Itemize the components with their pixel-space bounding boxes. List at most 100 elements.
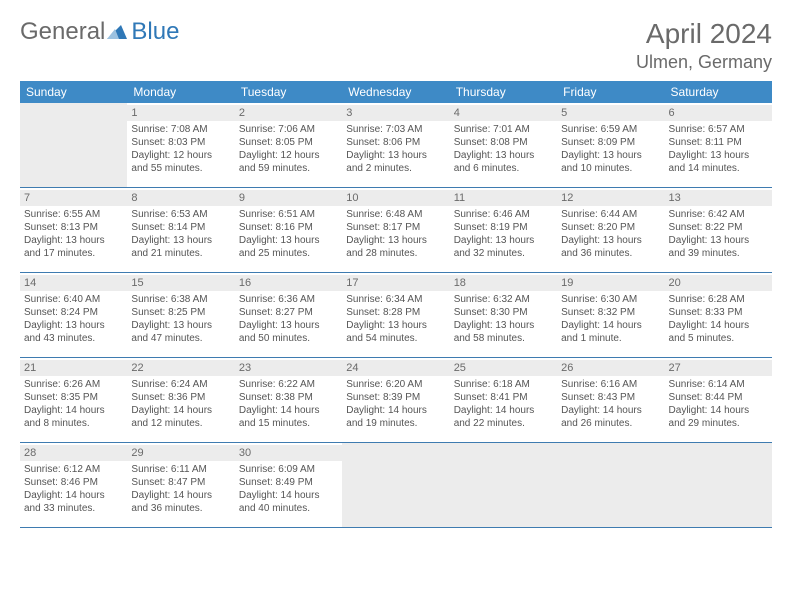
day-cell: 3Sunrise: 7:03 AMSunset: 8:06 PMDaylight… xyxy=(342,103,449,187)
sunrise-text: Sunrise: 6:26 AM xyxy=(24,378,123,391)
title-block: April 2024 Ulmen, Germany xyxy=(636,18,772,73)
day-cell: 1Sunrise: 7:08 AMSunset: 8:03 PMDaylight… xyxy=(127,103,234,187)
daylight2-text: and 55 minutes. xyxy=(131,162,230,175)
day-number-empty xyxy=(450,445,557,461)
day-number: 27 xyxy=(665,360,772,376)
sunset-text: Sunset: 8:44 PM xyxy=(669,391,768,404)
sunset-text: Sunset: 8:47 PM xyxy=(131,476,230,489)
daylight1-text: Daylight: 14 hours xyxy=(239,489,338,502)
day-cell: 19Sunrise: 6:30 AMSunset: 8:32 PMDayligh… xyxy=(557,273,664,357)
day-cell: 8Sunrise: 6:53 AMSunset: 8:14 PMDaylight… xyxy=(127,188,234,272)
daylight1-text: Daylight: 13 hours xyxy=(24,319,123,332)
weekday-sunday: Sunday xyxy=(20,81,127,103)
daylight1-text: Daylight: 13 hours xyxy=(239,319,338,332)
day-number: 21 xyxy=(20,360,127,376)
daylight1-text: Daylight: 13 hours xyxy=(131,319,230,332)
weekday-friday: Friday xyxy=(557,81,664,103)
empty-cell xyxy=(20,103,127,187)
day-cell: 20Sunrise: 6:28 AMSunset: 8:33 PMDayligh… xyxy=(665,273,772,357)
daylight1-text: Daylight: 14 hours xyxy=(454,404,553,417)
day-number: 16 xyxy=(235,275,342,291)
sunrise-text: Sunrise: 6:20 AM xyxy=(346,378,445,391)
sunset-text: Sunset: 8:08 PM xyxy=(454,136,553,149)
logo-text-general: General xyxy=(20,18,105,46)
sunset-text: Sunset: 8:14 PM xyxy=(131,221,230,234)
daylight2-text: and 36 minutes. xyxy=(131,502,230,515)
sunset-text: Sunset: 8:17 PM xyxy=(346,221,445,234)
day-cell: 24 Sunrise: 6:20 AMSunset: 8:39 PMDayligh… xyxy=(342,358,449,442)
daylight1-text: Daylight: 13 hours xyxy=(346,149,445,162)
weekday-header-row: SundayMondayTuesdayWednesdayThursdayFrid… xyxy=(20,81,772,103)
sunset-text: Sunset: 8:35 PM xyxy=(24,391,123,404)
sunrise-text: Sunrise: 6:09 AM xyxy=(239,463,338,476)
sunrise-text: Sunrise: 6:55 AM xyxy=(24,208,123,221)
weekday-monday: Monday xyxy=(127,81,234,103)
weekday-tuesday: Tuesday xyxy=(235,81,342,103)
daylight2-text: and 25 minutes. xyxy=(239,247,338,260)
daylight1-text: Daylight: 13 hours xyxy=(454,149,553,162)
daylight2-text: and 5 minutes. xyxy=(669,332,768,345)
day-number: 22 xyxy=(127,360,234,376)
day-number: 24 xyxy=(342,360,449,376)
location: Ulmen, Germany xyxy=(636,52,772,73)
sunrise-text: Sunrise: 7:03 AM xyxy=(346,123,445,136)
day-number: 8 xyxy=(127,190,234,206)
day-cell: 17Sunrise: 6:34 AMSunset: 8:28 PMDayligh… xyxy=(342,273,449,357)
day-cell: 23Sunrise: 6:22 AMSunset: 8:38 PMDayligh… xyxy=(235,358,342,442)
day-cell: 25Sunrise: 6:18 AMSunset: 8:41 PMDayligh… xyxy=(450,358,557,442)
sunset-text: Sunset: 8:32 PM xyxy=(561,306,660,319)
day-cell: 6Sunrise: 6:57 AMSunset: 8:11 PMDaylight… xyxy=(665,103,772,187)
day-number: 30 xyxy=(235,445,342,461)
calendar: SundayMondayTuesdayWednesdayThursdayFrid… xyxy=(20,81,772,528)
daylight1-text: Daylight: 12 hours xyxy=(131,149,230,162)
logo: General Blue xyxy=(20,18,179,46)
daylight2-text: and 10 minutes. xyxy=(561,162,660,175)
sunrise-text: Sunrise: 6:24 AM xyxy=(131,378,230,391)
daylight2-text: and 54 minutes. xyxy=(346,332,445,345)
sunset-text: Sunset: 8:33 PM xyxy=(669,306,768,319)
day-cell: 22Sunrise: 6:24 AMSunset: 8:36 PMDayligh… xyxy=(127,358,234,442)
weekday-saturday: Saturday xyxy=(665,81,772,103)
sunrise-text: Sunrise: 6:46 AM xyxy=(454,208,553,221)
daylight1-text: Daylight: 13 hours xyxy=(669,234,768,247)
empty-cell xyxy=(342,443,449,527)
sunset-text: Sunset: 8:20 PM xyxy=(561,221,660,234)
sunrise-text: Sunrise: 6:36 AM xyxy=(239,293,338,306)
day-cell: 4Sunrise: 7:01 AMSunset: 8:08 PMDaylight… xyxy=(450,103,557,187)
day-cell: 28Sunrise: 6:12 AMSunset: 8:46 PMDayligh… xyxy=(20,443,127,527)
day-number: 23 xyxy=(235,360,342,376)
sunrise-text: Sunrise: 6:11 AM xyxy=(131,463,230,476)
sunrise-text: Sunrise: 7:08 AM xyxy=(131,123,230,136)
day-cell: 27Sunrise: 6:14 AMSunset: 8:44 PMDayligh… xyxy=(665,358,772,442)
day-cell: 15Sunrise: 6:38 AMSunset: 8:25 PMDayligh… xyxy=(127,273,234,357)
empty-cell xyxy=(665,443,772,527)
sunset-text: Sunset: 8:36 PM xyxy=(131,391,230,404)
daylight1-text: Daylight: 14 hours xyxy=(561,319,660,332)
daylight1-text: Daylight: 13 hours xyxy=(669,149,768,162)
day-number-empty xyxy=(665,445,772,461)
day-cell: 18Sunrise: 6:32 AMSunset: 8:30 PMDayligh… xyxy=(450,273,557,357)
daylight2-text: and 29 minutes. xyxy=(669,417,768,430)
logo-text-blue: Blue xyxy=(131,18,179,46)
daylight2-text: and 59 minutes. xyxy=(239,162,338,175)
daylight2-text: and 50 minutes. xyxy=(239,332,338,345)
daylight1-text: Daylight: 12 hours xyxy=(239,149,338,162)
sunrise-text: Sunrise: 6:59 AM xyxy=(561,123,660,136)
day-number: 26 xyxy=(557,360,664,376)
sunset-text: Sunset: 8:38 PM xyxy=(239,391,338,404)
sunset-text: Sunset: 8:41 PM xyxy=(454,391,553,404)
sunrise-text: Sunrise: 6:18 AM xyxy=(454,378,553,391)
sunset-text: Sunset: 8:39 PM xyxy=(346,391,445,404)
sunrise-text: Sunrise: 6:30 AM xyxy=(561,293,660,306)
day-number: 29 xyxy=(127,445,234,461)
daylight2-text: and 2 minutes. xyxy=(346,162,445,175)
month-title: April 2024 xyxy=(636,18,772,50)
daylight2-text: and 33 minutes. xyxy=(24,502,123,515)
daylight2-text: and 1 minute. xyxy=(561,332,660,345)
sunrise-text: Sunrise: 6:34 AM xyxy=(346,293,445,306)
daylight1-text: Daylight: 14 hours xyxy=(346,404,445,417)
day-number: 11 xyxy=(450,190,557,206)
daylight1-text: Daylight: 14 hours xyxy=(669,319,768,332)
daylight1-text: Daylight: 13 hours xyxy=(131,234,230,247)
daylight2-text: and 22 minutes. xyxy=(454,417,553,430)
